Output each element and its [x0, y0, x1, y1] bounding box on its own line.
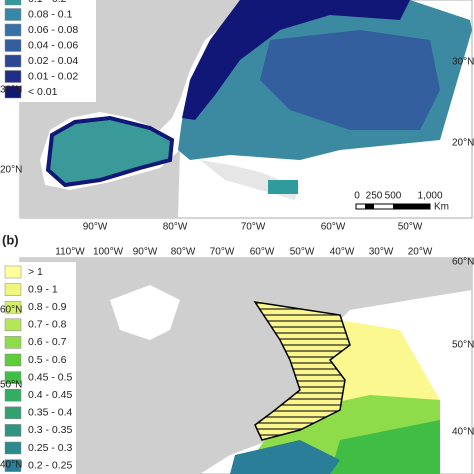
- legend-swatch: [4, 39, 22, 52]
- scale-unit: Km: [434, 202, 449, 213]
- lon-label: 60°W: [250, 247, 275, 258]
- legend-label: 0.45 - 0.5: [28, 371, 73, 383]
- lon-label: 20°W: [408, 247, 433, 258]
- legend-label: 0.08 - 0.1: [28, 8, 73, 20]
- legend-swatch: [4, 353, 22, 367]
- legend-label: 0.5 - 0.6: [28, 354, 67, 366]
- legend-label: 0.6 - 0.7: [28, 336, 67, 348]
- lat-label: 60°N: [452, 257, 474, 268]
- legend-swatch: [4, 336, 22, 349]
- lat-label: 20°N: [452, 138, 474, 149]
- legend-swatch: [4, 318, 22, 332]
- legend-label: 0.4 - 0.45: [28, 389, 73, 401]
- legend-label: 0.7 - 0.8: [28, 319, 67, 331]
- lon-label: 70°W: [210, 247, 235, 258]
- lat-label: 20°N: [0, 165, 22, 176]
- legend-swatch: [4, 300, 22, 314]
- legend-label: 0.01 - 0.02: [28, 70, 78, 82]
- legend-label: < 0.01: [28, 86, 58, 98]
- scale-label: 0: [354, 191, 360, 202]
- lon-label: 90°W: [83, 222, 108, 233]
- lat-label: 30°N: [452, 57, 474, 68]
- legend-label: 0.1 - 0.2: [28, 0, 67, 5]
- legend-swatch: [4, 388, 22, 402]
- legend-label: 0.06 - 0.08: [28, 24, 78, 36]
- legend-swatch: [4, 0, 22, 6]
- legend-label: 0.2 - 0.25: [28, 459, 73, 471]
- legend-label: 0.8 - 0.9: [28, 301, 67, 313]
- lon-label: 30°W: [369, 247, 394, 258]
- legend-label: 0.04 - 0.06: [28, 39, 78, 51]
- panel-label: (b): [2, 232, 19, 247]
- lon-label: 50°W: [398, 222, 423, 233]
- scale-bar: [355, 203, 431, 210]
- legend-label: 0.35 - 0.4: [28, 407, 73, 419]
- legend-swatch: [4, 70, 22, 83]
- legend-swatch: [4, 23, 22, 37]
- legend-swatch: [4, 283, 22, 296]
- lon-label: 110°W: [55, 247, 85, 258]
- lat-label: 30°N: [0, 85, 22, 96]
- legend-swatch: [4, 371, 22, 384]
- legend-b-box: [0, 262, 76, 474]
- legend-swatch: [4, 406, 22, 420]
- lon-label: 40°W: [330, 247, 355, 258]
- lat-label: 40°N: [0, 460, 22, 471]
- lat-label: 50°N: [0, 380, 22, 391]
- lat-label: 50°N: [452, 340, 474, 351]
- scale-label: 500: [385, 191, 402, 202]
- lat-label: 60°N: [0, 305, 22, 316]
- legend-label: 0.3 - 0.35: [28, 424, 73, 436]
- legend-swatch: [4, 459, 22, 472]
- lon-label: 90°W: [133, 247, 158, 258]
- lon-label: 60°W: [321, 222, 346, 233]
- legend-label: 0.02 - 0.04: [28, 55, 78, 67]
- legend-label: 0.9 - 1: [28, 283, 58, 295]
- legend-swatch: [4, 441, 22, 455]
- lat-label: 40°N: [452, 427, 474, 438]
- lon-label: 80°W: [163, 222, 188, 233]
- legend-swatch: [4, 265, 22, 279]
- scale-label: 250: [366, 191, 383, 202]
- panel-b-map: [19, 257, 473, 474]
- legend-swatch: [4, 54, 22, 68]
- legend-swatch: [4, 424, 22, 437]
- legend-swatch: [4, 85, 22, 99]
- lon-label: 100°W: [93, 247, 124, 258]
- legend-label: 0.25 - 0.3: [28, 442, 73, 454]
- lon-label: 70°W: [241, 222, 266, 233]
- scale-label: 1,000: [417, 191, 442, 202]
- lon-label: 50°W: [290, 247, 315, 258]
- legend-label: > 1: [28, 266, 43, 278]
- lon-label: 80°W: [171, 247, 196, 258]
- legend-swatch: [4, 8, 22, 21]
